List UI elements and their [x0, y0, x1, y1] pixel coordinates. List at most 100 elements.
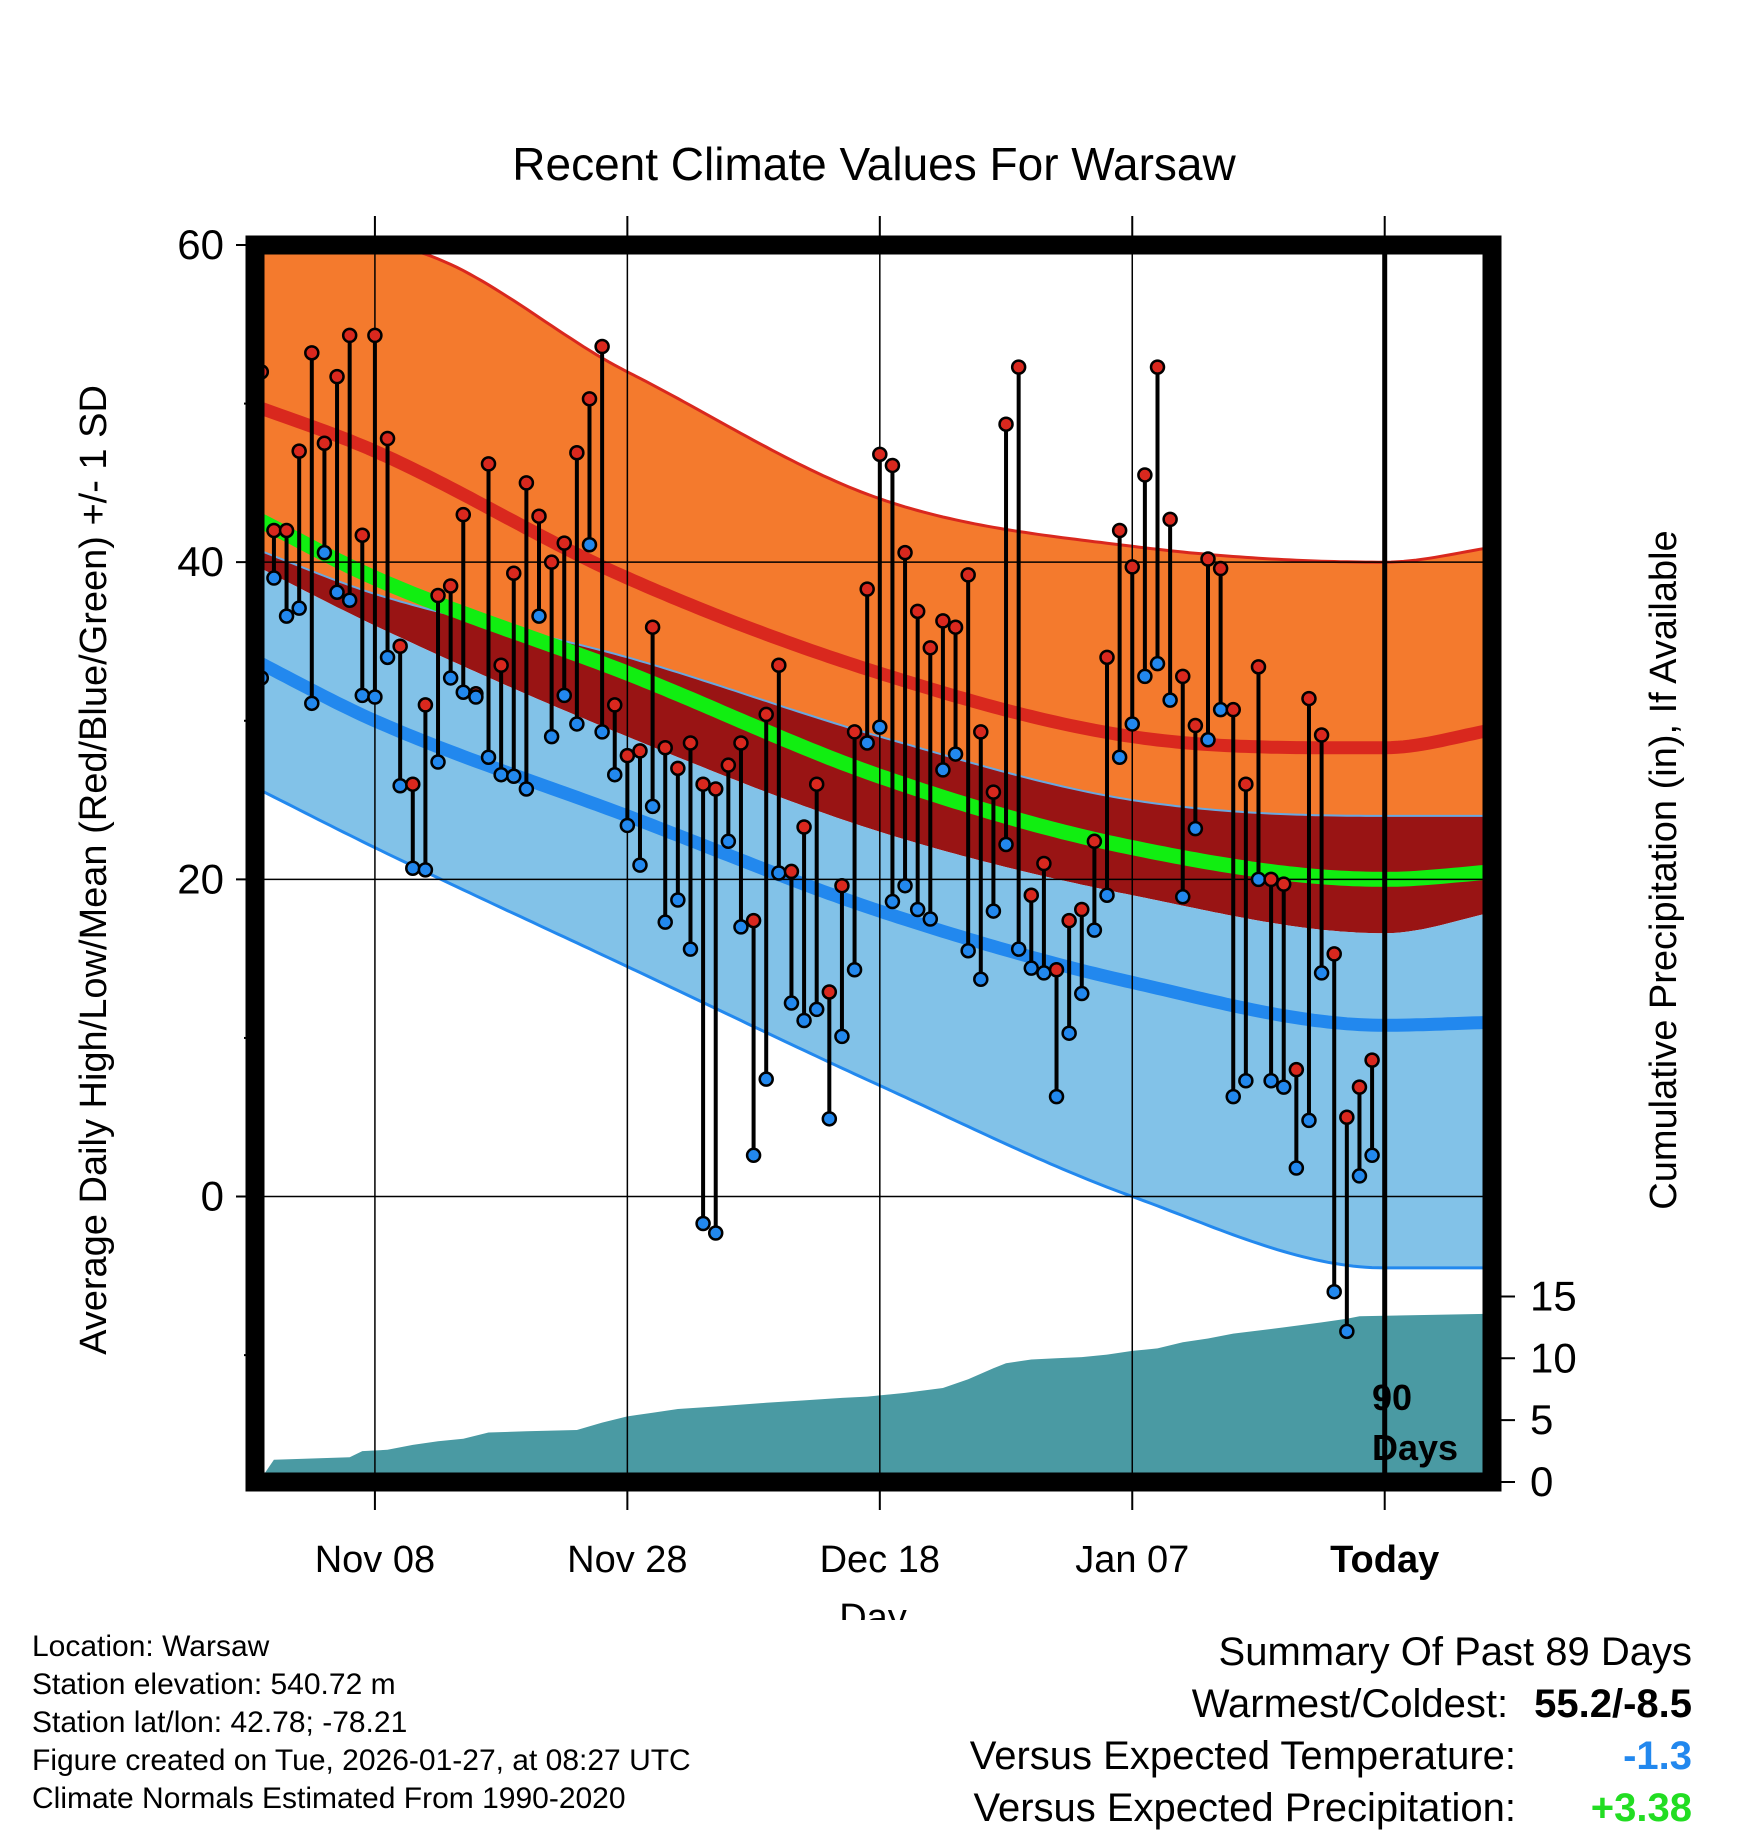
daily-high-point [1137, 467, 1153, 483]
daily-high-point [947, 619, 964, 635]
daily-low-point [985, 903, 1002, 919]
x-tick-label: Nov 08 [315, 1539, 435, 1581]
daily-high-point [354, 527, 371, 543]
daily-high-point [341, 327, 358, 344]
daily-low-point [556, 687, 572, 704]
daily-low-point [392, 778, 408, 794]
daily-low-point [468, 689, 484, 705]
y2-tick-label: 5 [1530, 1396, 1553, 1443]
normal-high-line [255, 398, 1492, 755]
daily-high-point [581, 391, 598, 407]
daily-high-point [1288, 1061, 1305, 1078]
daily-high-point [859, 581, 875, 597]
summary-warm-cold: Warmest/Coldest: 55.2/-8.5 [970, 1678, 1692, 1730]
daily-high-point [1326, 946, 1342, 962]
daily-high-point [531, 508, 547, 524]
daily-high-point [518, 475, 535, 491]
daily-high-point [884, 457, 901, 474]
chart-title: Recent Climate Values For Warsaw [512, 138, 1236, 190]
summary-temperature: Versus Expected Temperature: -1.3 [970, 1730, 1692, 1782]
daily-low-point [329, 584, 345, 601]
daily-high-point [430, 587, 446, 604]
daily-low-point [354, 687, 371, 704]
daily-high-point [973, 724, 989, 740]
daily-high-point [1187, 717, 1204, 734]
daily-high-point [707, 781, 724, 797]
y2-tick-label: 10 [1530, 1334, 1577, 1381]
daily-low-point [316, 544, 333, 561]
daily-low-point [1137, 668, 1153, 685]
daily-high-point [1313, 727, 1330, 743]
daily-high-point [1263, 871, 1279, 888]
daily-low-point [1250, 871, 1267, 888]
daily-low-point [682, 941, 699, 957]
daily-low-point [644, 798, 661, 815]
daily-low-point [1326, 1283, 1342, 1300]
daily-low-point [1124, 716, 1141, 732]
plot-frame [245, 235, 1502, 1492]
daily-high-point [682, 735, 699, 751]
daily-low-point [632, 857, 648, 873]
daily-high-point [1162, 511, 1178, 528]
climate-chart: Recent Climate Values For Warsaw 90 Days… [73, 138, 1685, 1620]
daily-high-point [1238, 776, 1254, 792]
daily-low-point [606, 766, 623, 783]
daily-high-point [1212, 560, 1229, 577]
x-tick-label: Today [1330, 1539, 1439, 1581]
x-tick-label: Nov 28 [567, 1539, 687, 1581]
daily-high-point [569, 445, 585, 461]
daily-low-point [1212, 701, 1229, 718]
daily-low-point [518, 781, 535, 797]
daily-low-point [1175, 889, 1191, 905]
daily-low-point [405, 860, 421, 877]
daily-low-point [1351, 1168, 1368, 1184]
daily-high-point [796, 819, 812, 835]
y-tick-label: 20 [177, 855, 224, 902]
daily-low-point [1263, 1073, 1279, 1089]
daily-high-point [695, 776, 711, 792]
daily-high-point [632, 743, 648, 759]
daily-low-point [1313, 965, 1330, 981]
daily-high-point [1124, 559, 1141, 575]
daily-high-point [922, 640, 939, 656]
daily-high-point [291, 443, 307, 459]
daily-low-point [884, 893, 901, 910]
y-tick-label: 0 [201, 1173, 224, 1220]
daily-low-point [1288, 1160, 1305, 1176]
gridlines [255, 245, 1492, 1482]
daily-points [255, 327, 1380, 1340]
daily-high-point [897, 544, 913, 561]
daily-high-point [733, 735, 749, 751]
daily-high-point [1010, 359, 1027, 375]
daily-low-point [745, 1147, 762, 1164]
temp-label: Versus Expected Temperature: [969, 1734, 1516, 1778]
daily-high-point [493, 657, 509, 674]
daily-low-point [493, 766, 509, 783]
elevation-text: Station elevation: 540.72 m [32, 1668, 396, 1701]
daily-low-point [707, 1225, 724, 1241]
daily-low-point [367, 689, 383, 705]
daily-low-point [341, 592, 358, 608]
y2-tick-label: 15 [1530, 1272, 1577, 1319]
daily-high-point [329, 368, 345, 385]
daily-high-point [442, 578, 459, 594]
today-label-line2: Days [1372, 1427, 1458, 1468]
y2-axis-label: Cumulative Precipitation (in), If Availa… [1643, 530, 1685, 1209]
daily-low-point [417, 862, 434, 878]
y-tick-label: 60 [177, 221, 224, 268]
daily-high-point [758, 706, 774, 723]
daily-high-point [1061, 912, 1077, 929]
normal-mean-line [255, 509, 1492, 887]
daily-low-point [1200, 732, 1216, 748]
warm-cold-value: 55.2/-8.5 [1534, 1682, 1692, 1726]
daily-high-point [304, 345, 320, 361]
daily-low-point [1149, 655, 1166, 672]
daily-high-point [1074, 901, 1090, 918]
daily-high-point [985, 784, 1002, 800]
daily-low-point [834, 1028, 850, 1045]
x-axis-label: Day [839, 1597, 907, 1620]
daily-high-point [846, 724, 863, 740]
daily-low-point [455, 684, 472, 700]
y-axis-label: Average Daily High/Low/Mean (Red/Blue/Gr… [73, 385, 115, 1355]
daily-low-point [1225, 1088, 1241, 1105]
